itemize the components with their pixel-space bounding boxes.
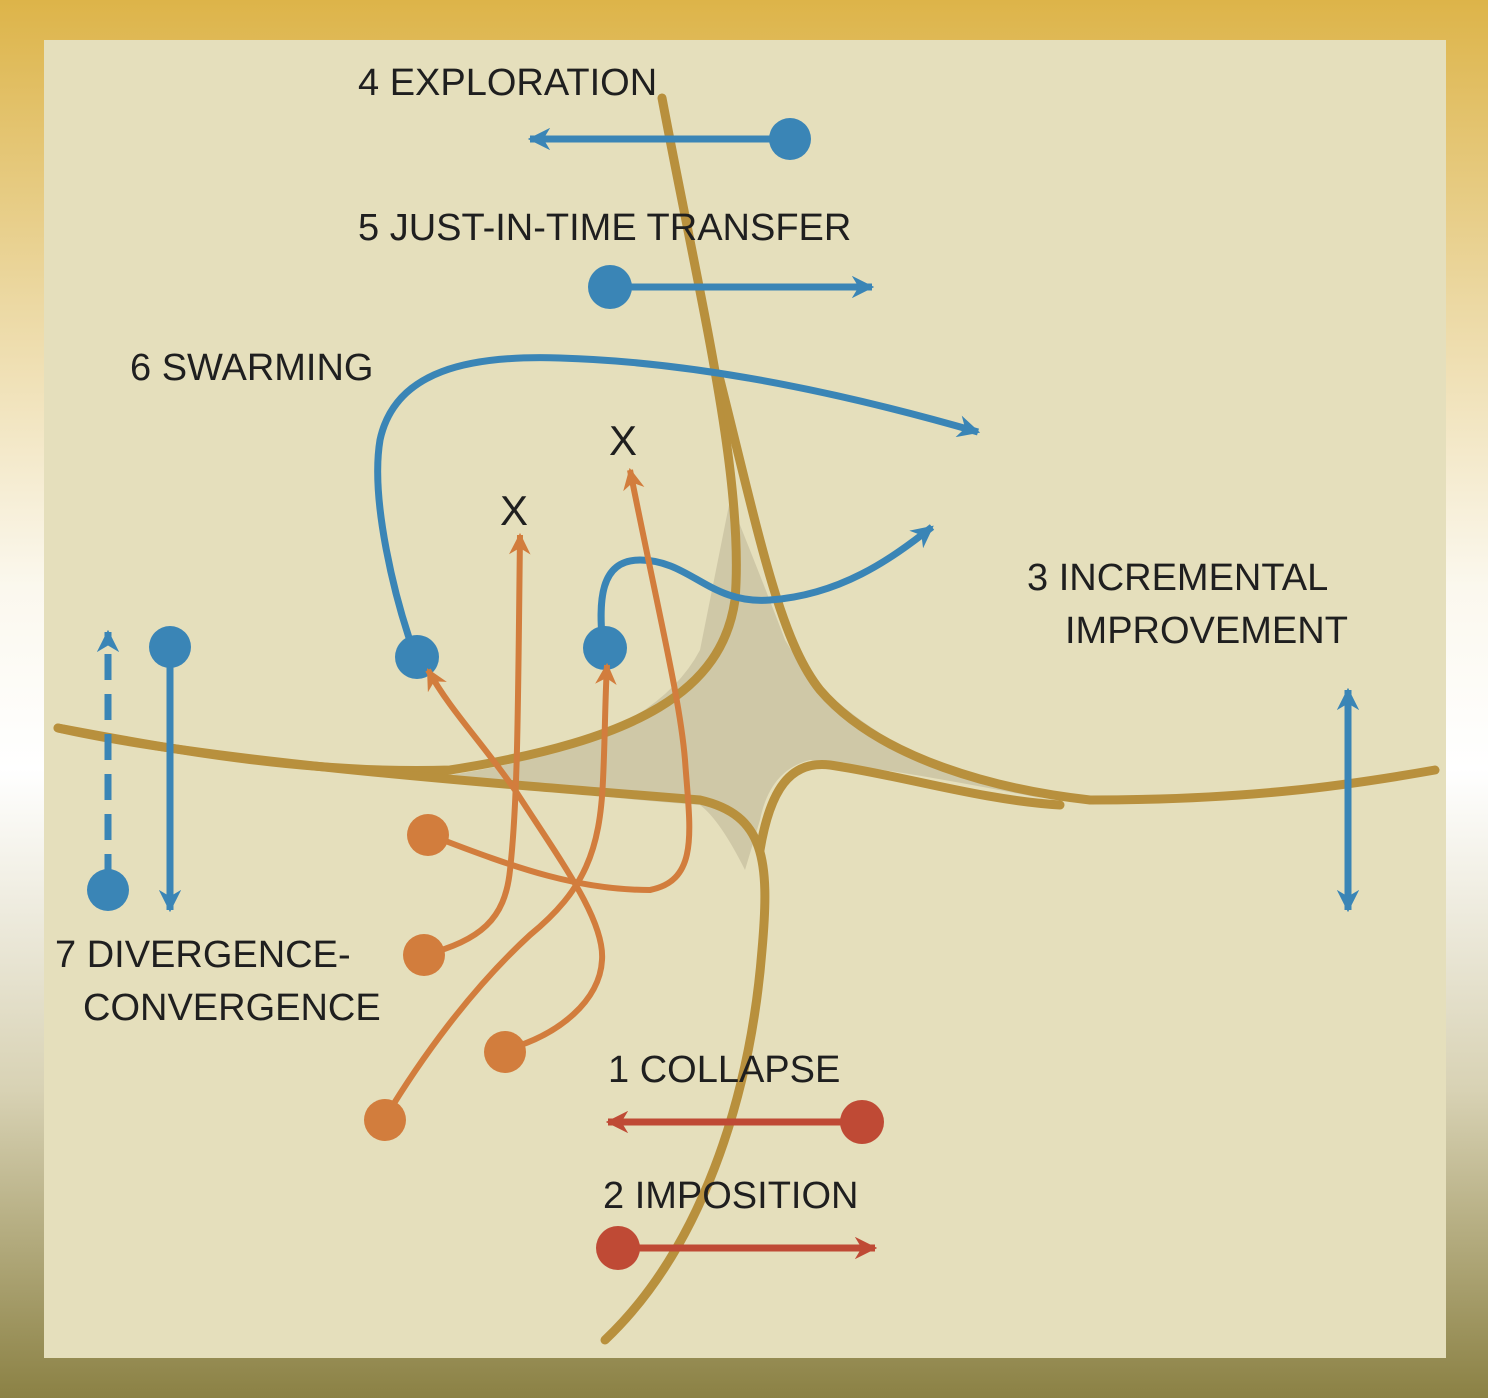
label-divergence-line1: 7 DIVERGENCE-	[55, 934, 351, 976]
divergence-dot	[87, 869, 129, 911]
saddle-region	[450, 500, 1050, 870]
stable-manifold-lower	[53, 723, 770, 1345]
swarming-start-dot-1	[395, 635, 439, 679]
orange-start-dot-2	[403, 934, 445, 976]
label-imposition: 2 IMPOSITION	[603, 1175, 858, 1217]
orange-trajectory-1	[428, 467, 693, 894]
unstable-manifold-right	[715, 375, 1440, 805]
label-incremental-line2: IMPROVEMENT	[1065, 610, 1348, 652]
orange-start-dot-3	[484, 1031, 526, 1073]
imposition-start-dot	[596, 1226, 640, 1270]
label-exploration: 4 EXPLORATION	[358, 62, 657, 104]
swarming-start-dot-2	[583, 626, 627, 670]
label-incremental-line1: 3 INCREMENTAL	[1027, 557, 1328, 599]
orange-trajectories	[382, 467, 693, 1120]
orange-trajectory-2	[424, 532, 531, 958]
orange-start-dot-4	[364, 1099, 406, 1141]
label-just-in-time: 5 JUST-IN-TIME TRANSFER	[358, 207, 851, 249]
just-in-time-start-dot	[588, 265, 632, 309]
label-collapse: 1 COLLAPSE	[608, 1049, 840, 1091]
collapse-start-dot	[840, 1100, 884, 1144]
orange-start-dot-1	[407, 814, 449, 856]
fail-mark-1: X	[500, 487, 528, 534]
orange-trajectory-4	[382, 662, 617, 1120]
label-swarming: 6 SWARMING	[130, 347, 374, 389]
label-divergence-line2: CONVERGENCE	[83, 987, 381, 1029]
fail-mark-2: X	[609, 417, 637, 464]
exploration-start-dot	[769, 118, 811, 160]
convergence-dot	[149, 626, 191, 668]
unstable-manifold-lower-right	[755, 759, 1065, 855]
swarming-arrow-upper	[374, 354, 981, 657]
swarming-arrow-lower	[597, 524, 935, 649]
